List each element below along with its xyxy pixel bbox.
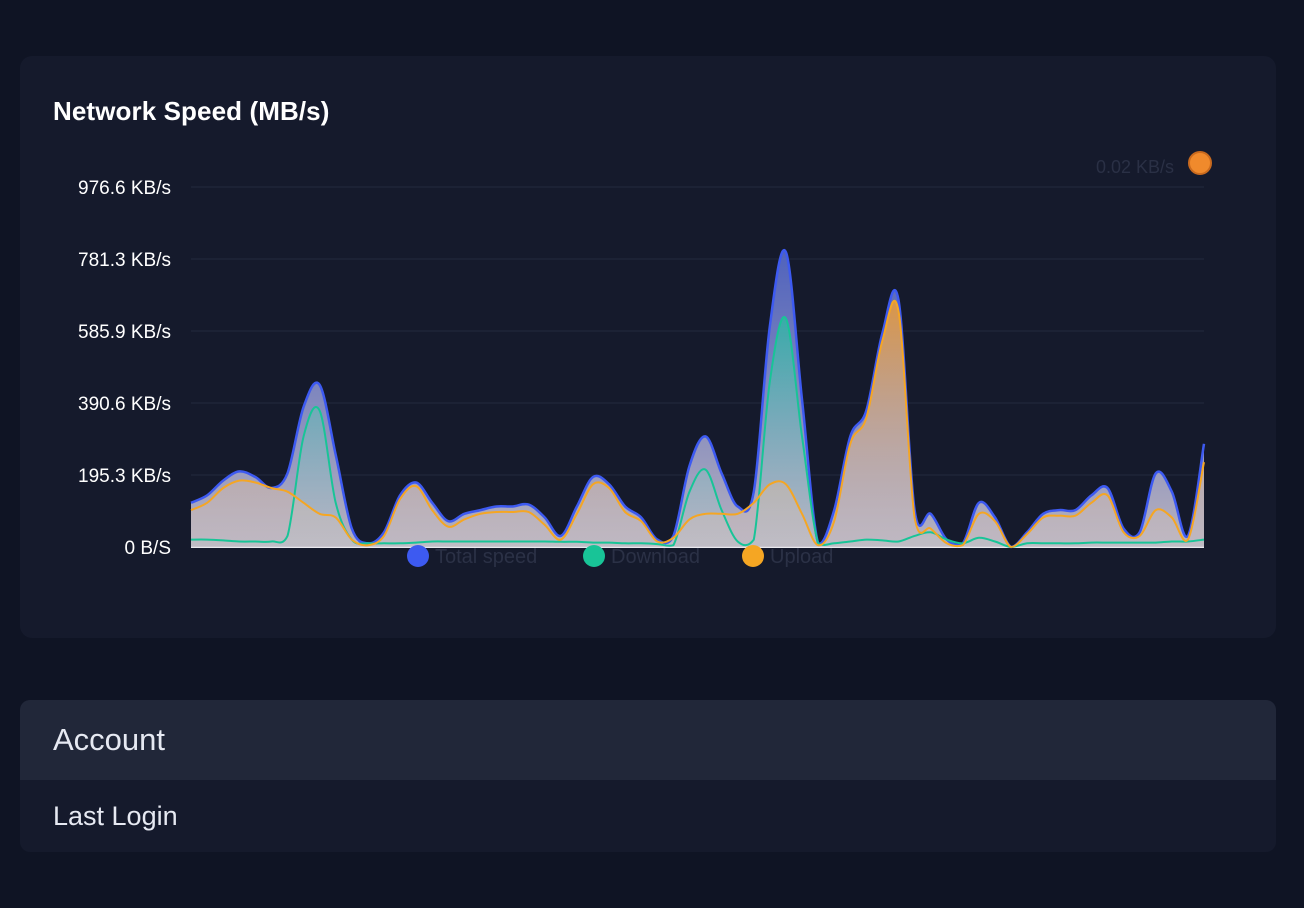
y-tick-label: 195.3 KB/s — [78, 466, 171, 487]
legend-item-download[interactable]: Download — [583, 545, 700, 568]
legend-marker — [742, 545, 764, 567]
legend-marker — [583, 545, 605, 567]
y-tick-label: 0 B/S — [125, 538, 171, 559]
series-area-upload — [191, 300, 1204, 547]
account-header: Account — [20, 700, 1276, 780]
legend-label: Total speed — [435, 546, 537, 568]
legend-item-total-speed[interactable]: Total speed — [407, 545, 537, 568]
account-panel: Account Last Login — [20, 700, 1276, 852]
y-tick-label: 781.3 KB/s — [78, 250, 171, 271]
chart-title: Network Speed (MB/s) — [53, 96, 330, 126]
tooltip-value: 0.02 KB/s — [1096, 157, 1174, 177]
tooltip-marker — [1188, 151, 1212, 175]
y-tick-label: 390.6 KB/s — [78, 394, 171, 415]
legend-label: Download — [611, 546, 700, 568]
network-speed-chart: 0 B/S 195.3 KB/s 390.6 KB/s 585.9 KB/s 781.3… — [78, 151, 1212, 568]
series-line-upload — [190, 300, 1205, 549]
y-tick-label: 585.9 KB/s — [78, 322, 171, 343]
legend-marker — [407, 545, 429, 567]
legend-label: Upload — [770, 546, 833, 568]
network-speed-card: Network Speed (MB/s) 0 B/S 195.3 KB/s 390.… — [20, 56, 1276, 638]
y-tick-label: 976.6 KB/s — [78, 178, 171, 199]
legend-item-upload[interactable]: Upload — [742, 545, 833, 568]
last-login-row[interactable]: Last Login — [53, 800, 178, 831]
